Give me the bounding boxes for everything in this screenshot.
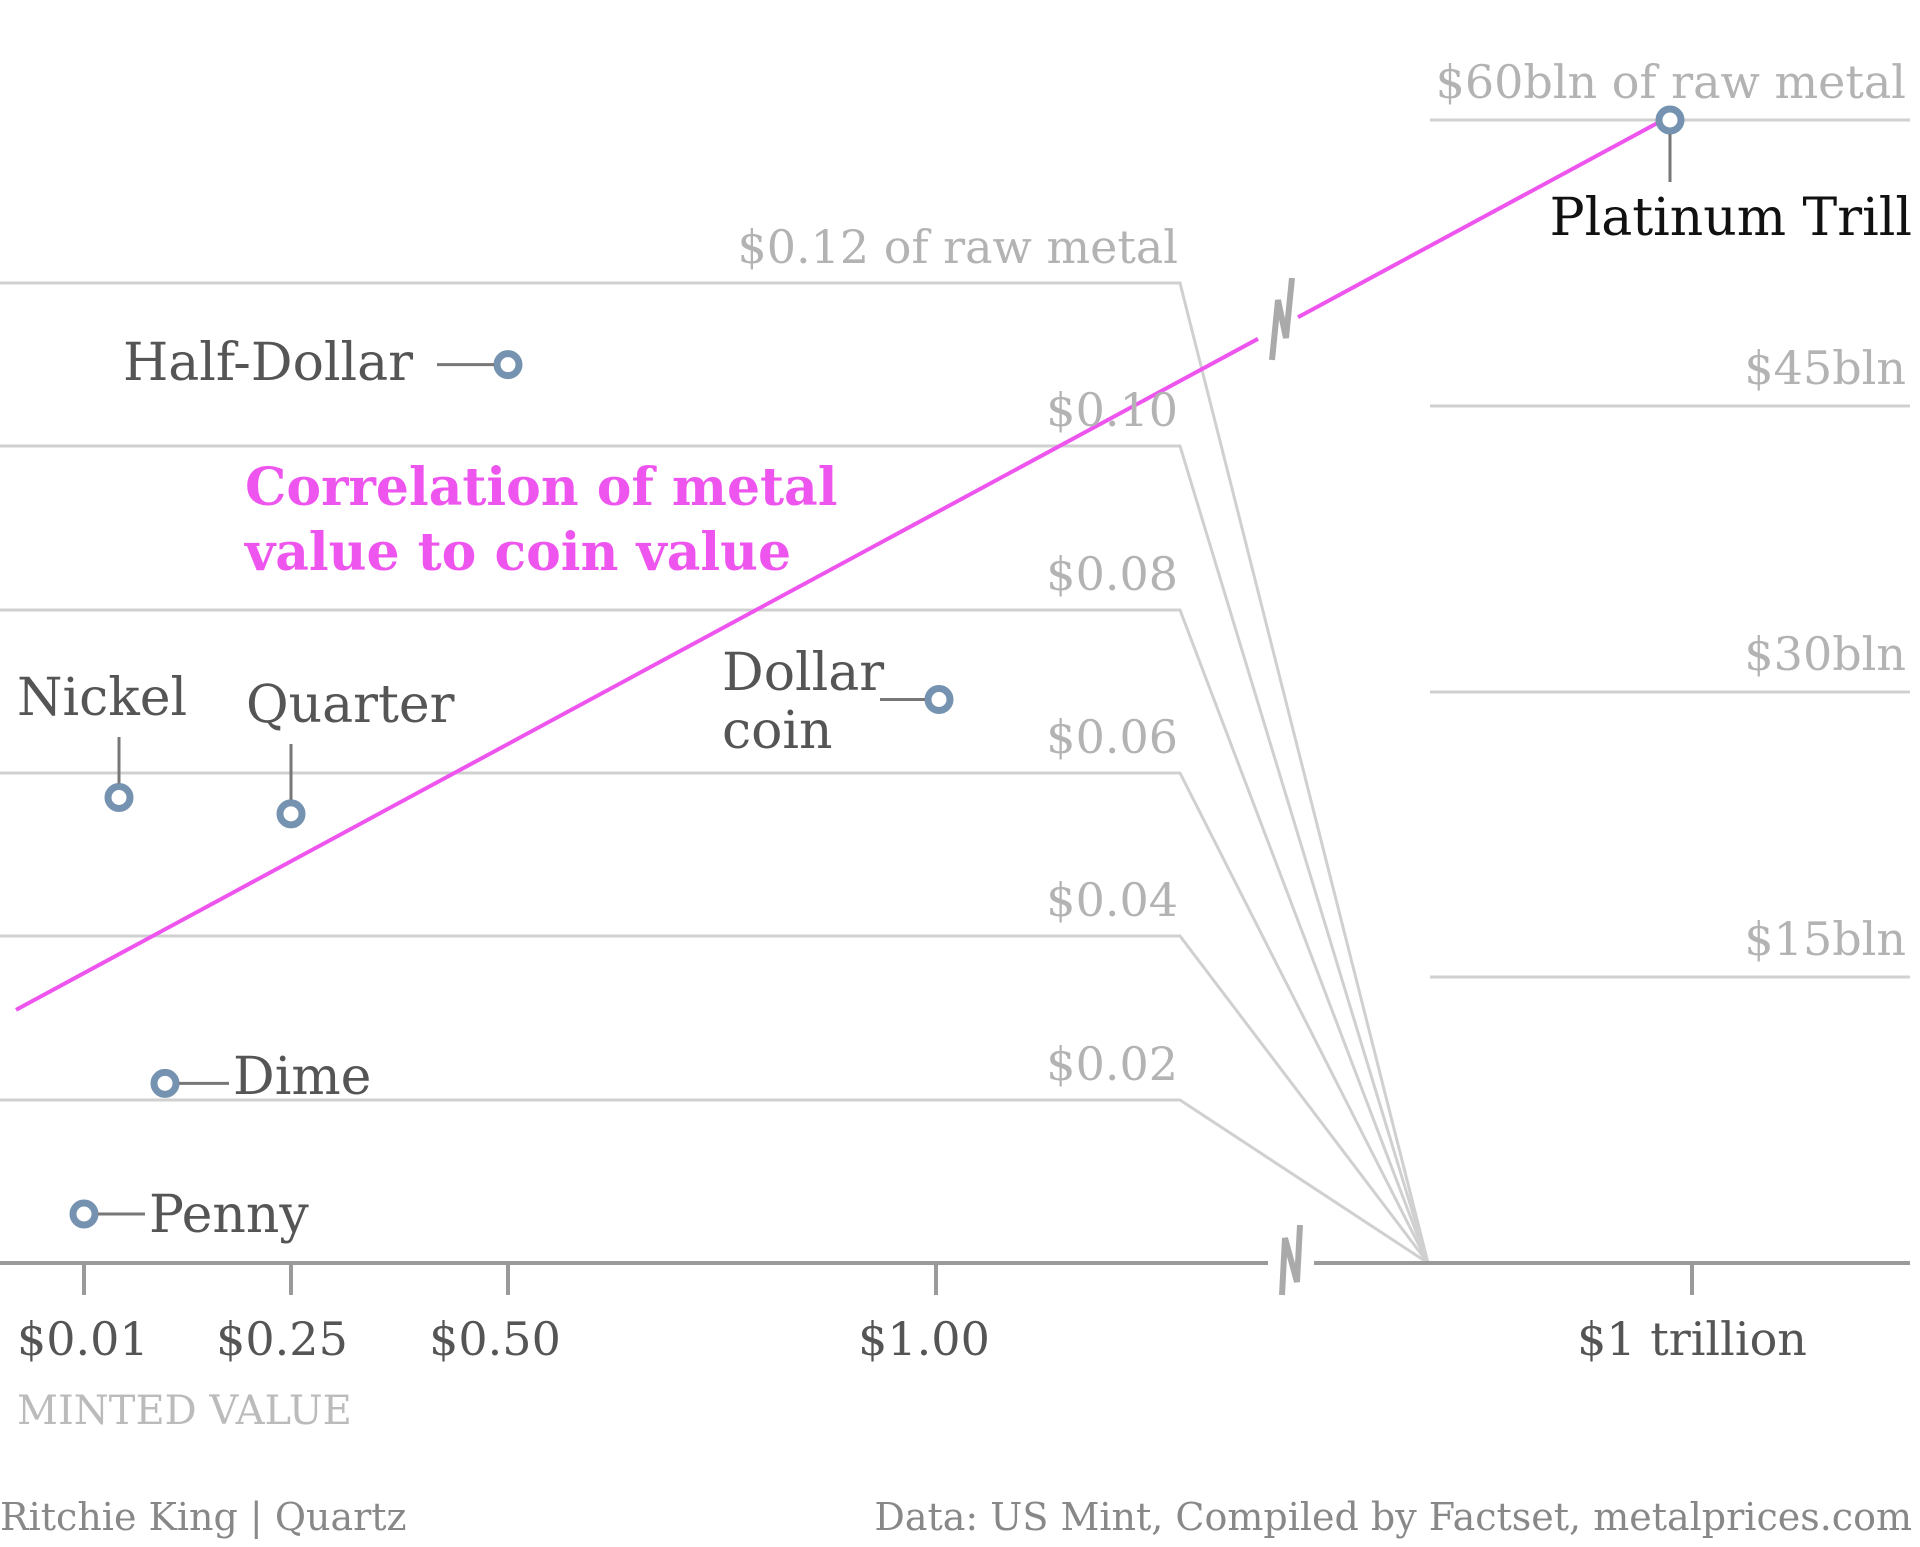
data-point: [150, 1068, 180, 1098]
y-left-label: $0.10: [1046, 383, 1178, 437]
gridline-left-0.1: [0, 444, 1430, 1264]
y-left-label: $0.06: [1046, 710, 1178, 764]
x-tick-label: $0.50: [429, 1312, 561, 1366]
data-point: [493, 350, 523, 380]
data-point: [276, 799, 306, 829]
point-label: Dollar: [722, 643, 884, 703]
gridlines: [0, 118, 1910, 1265]
data-point: [104, 783, 134, 812]
y-left-label: $0.02: [1046, 1037, 1178, 1091]
y-left-label: $0.04: [1046, 873, 1178, 927]
fit-line-segment-2: [1297, 118, 1664, 319]
data-point: [69, 1199, 99, 1229]
x-axis-title: MINTED VALUE: [17, 1388, 352, 1434]
point-label: Penny: [149, 1185, 309, 1245]
data-points: [69, 105, 1685, 1229]
fit-line-group: [15, 118, 1664, 1012]
point-label: Half-Dollar: [123, 333, 413, 393]
point-label: Dime: [233, 1047, 371, 1107]
annotation-line-2: value to coin value: [244, 522, 791, 583]
x-axis: $0.01 $0.25 $0.50 $1.00 $1 trillion: [0, 1224, 1910, 1366]
labels: $0.02 $0.04 $0.06 $0.08 $0.10 $0.12 of raw me…: [17, 55, 1912, 1245]
y-right-label: $30bln: [1744, 627, 1906, 681]
gridline-left-0.06: [0, 771, 1430, 1264]
point-label: Platinum Trill: [1550, 188, 1912, 248]
x-tick-label: $0.25: [216, 1312, 348, 1366]
fit-line-segment-1: [15, 337, 1259, 1012]
x-tick-label: $1 trillion: [1577, 1312, 1807, 1366]
point-label: coin: [722, 701, 833, 761]
x-tick-label: $1.00: [858, 1312, 990, 1366]
gridline-left-0.04: [0, 934, 1430, 1264]
y-right-label: $60bln of raw metal: [1436, 55, 1906, 109]
y-left-label: $0.12 of raw metal: [737, 220, 1178, 274]
point-label: Quarter: [246, 675, 455, 735]
y-right-label: $45bln: [1744, 341, 1906, 395]
y-right-label: $15bln: [1744, 912, 1906, 966]
data-point: [1655, 105, 1685, 135]
credit-source: Data: US Mint, Compiled by Factset, meta…: [874, 1495, 1912, 1539]
axis-break-mark: [1279, 1224, 1303, 1296]
fit-line-break-mark: [1269, 277, 1295, 361]
gridline-left-0.02: [0, 1098, 1429, 1265]
gridline-left-0.08: [0, 608, 1430, 1264]
y-left-label: $0.08: [1046, 547, 1178, 601]
x-tick-label: $0.01: [17, 1312, 149, 1366]
data-point: [924, 685, 954, 714]
annotation-line-1: Correlation of metal: [245, 457, 838, 518]
credit-author: Ritchie King | Quartz: [0, 1495, 407, 1539]
point-label: Nickel: [17, 668, 187, 728]
gridline-left-0.12: [0, 281, 1430, 1264]
